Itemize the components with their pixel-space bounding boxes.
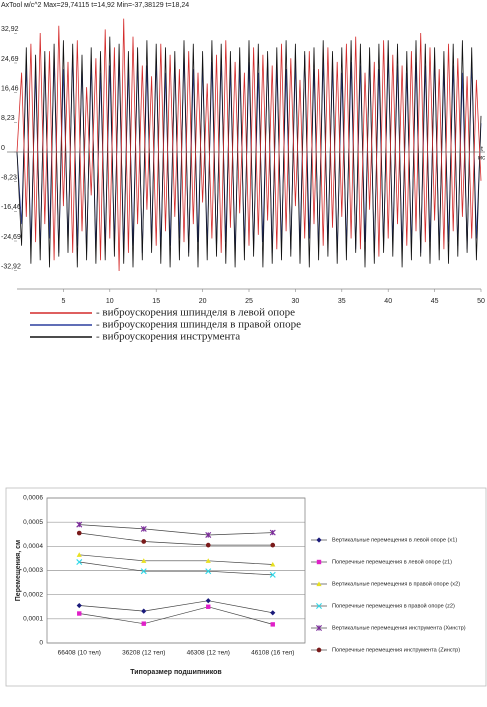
y-tick-label: 8,23 bbox=[1, 115, 15, 122]
y-tick-label: -16,46 bbox=[1, 204, 21, 211]
marker bbox=[270, 542, 276, 548]
marker bbox=[77, 611, 82, 616]
chart-title: AxTool м/с^2 Max=29,74115 t=14,92 Min=-3… bbox=[1, 2, 189, 9]
y-tick-label: 0 bbox=[39, 640, 43, 647]
y-axis-label: Перемещения, см bbox=[15, 540, 22, 601]
x-tick-label: 10 bbox=[106, 298, 114, 305]
marker bbox=[205, 598, 211, 604]
marker bbox=[140, 568, 147, 575]
marker bbox=[316, 559, 322, 565]
marker bbox=[141, 558, 147, 563]
x-tick-label: 40 bbox=[384, 298, 392, 305]
series-line bbox=[79, 554, 273, 565]
x-tick-label: 66408 (10 тел) bbox=[58, 650, 101, 657]
legend-label: Поперечные перемещения в левой опоре (z1… bbox=[332, 558, 452, 565]
series-line bbox=[79, 524, 273, 536]
legend-label: Вертикальные перемещения инструмента (Xи… bbox=[332, 625, 466, 631]
series-line bbox=[79, 532, 273, 546]
x-tick-label: 15 bbox=[152, 298, 160, 305]
marker bbox=[205, 542, 211, 548]
legend-label: Вертикальные перемещения в правой опоре … bbox=[332, 580, 460, 587]
legend-label: Вертикальные перемещения в левой опоре (… bbox=[332, 536, 457, 543]
series-line bbox=[16, 18, 482, 272]
marker bbox=[141, 539, 147, 544]
y-tick-label: -8,23 bbox=[1, 175, 17, 182]
y-tick-label: 0,0005 bbox=[23, 519, 43, 526]
y-tick-label: 0,0006 bbox=[23, 495, 43, 502]
marker bbox=[76, 552, 82, 557]
marker bbox=[316, 603, 322, 609]
y-tick-label: 16,46 bbox=[1, 86, 19, 93]
x-tick-label: 20 bbox=[199, 298, 207, 305]
legend-label: - виброускорения шпинделя в правой опоре bbox=[96, 319, 301, 331]
marker bbox=[206, 604, 211, 609]
series-line bbox=[79, 600, 273, 614]
x-tick-label: 36208 (12 тел) bbox=[122, 650, 165, 657]
y-tick-label: 32,92 bbox=[1, 26, 19, 33]
x-tick-label: 45 bbox=[431, 298, 439, 305]
x-axis-label: Типоразмер подшипников bbox=[130, 669, 222, 676]
x-tick-label: 5 bbox=[61, 298, 65, 305]
marker bbox=[269, 529, 276, 536]
x-axis-unit: мс bbox=[478, 156, 485, 162]
legend-label: - виброускорения инструмента bbox=[96, 331, 240, 343]
marker bbox=[270, 610, 276, 616]
marker bbox=[140, 525, 147, 532]
marker bbox=[205, 568, 212, 575]
chart-frame bbox=[5, 487, 487, 687]
marker bbox=[205, 558, 211, 563]
x-axis-label: t bbox=[481, 146, 483, 153]
series-line bbox=[79, 561, 273, 576]
y-tick-label: -24,69 bbox=[1, 234, 21, 241]
x-tick-label: 25 bbox=[245, 298, 253, 305]
y-tick-label: 24,69 bbox=[1, 56, 19, 63]
marker bbox=[141, 608, 147, 614]
marker bbox=[76, 559, 83, 566]
series-line bbox=[79, 606, 273, 625]
marker bbox=[76, 530, 82, 536]
legend-label: - виброускорения шпинделя в левой опоре bbox=[96, 307, 295, 319]
x-tick-label: 46108 (16 тел) bbox=[251, 650, 294, 657]
marker bbox=[316, 581, 322, 587]
marker bbox=[270, 561, 276, 567]
y-tick-label: -32,92 bbox=[1, 264, 21, 271]
y-tick-label: 0,0003 bbox=[23, 567, 43, 574]
x-tick-label: 46308 (12 тел) bbox=[187, 650, 230, 657]
y-tick-label: 0,0004 bbox=[23, 543, 43, 550]
marker bbox=[76, 602, 82, 609]
marker bbox=[316, 647, 322, 653]
x-tick-label: 50 bbox=[477, 298, 485, 305]
x-tick-label: 30 bbox=[292, 298, 300, 305]
series-line bbox=[16, 36, 482, 268]
x-tick-label: 35 bbox=[338, 298, 346, 305]
y-tick-label: 0,0002 bbox=[23, 591, 43, 598]
y-tick-label: 0 bbox=[1, 145, 5, 152]
marker bbox=[269, 571, 276, 578]
marker bbox=[316, 625, 322, 631]
plot-border bbox=[46, 497, 306, 644]
legend-label: Поперечные перемещения в правой опоре (z… bbox=[332, 602, 455, 609]
y-tick-label: 0,0001 bbox=[23, 616, 43, 623]
marker bbox=[76, 521, 83, 528]
marker bbox=[316, 537, 322, 543]
marker bbox=[141, 621, 146, 626]
legend-label: Поперечные перемещения инструмента (Zинс… bbox=[332, 647, 460, 653]
marker bbox=[205, 531, 212, 538]
marker bbox=[270, 622, 275, 627]
